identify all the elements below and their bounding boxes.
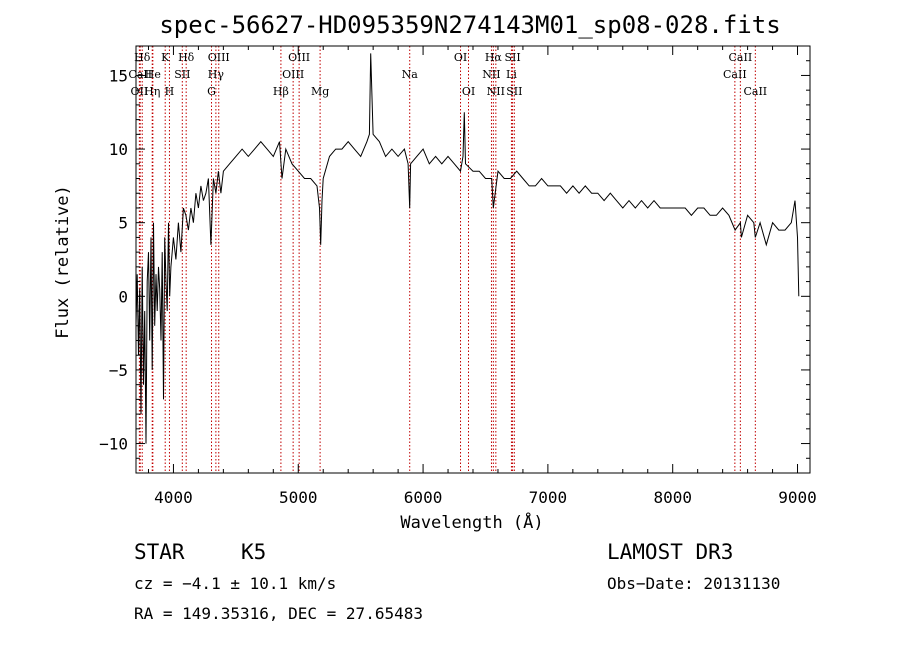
spectral-line-markers [138, 46, 756, 473]
line-label-24: SII [506, 85, 522, 98]
line-label-7: SII [174, 68, 190, 81]
line-label-11: G [207, 85, 216, 98]
x-axis-ticks: 4000 5000 6000 7000 8000 9000 [147, 46, 817, 507]
y-axis-label: Flux (relative) [53, 185, 73, 339]
spectral-line-labels: Hδ CaII OII He Hη K H SII Hδ OIII Hγ G Hβ OIII OIII Mg N… [128, 51, 767, 98]
line-label-4: Hη [144, 85, 160, 98]
line-label-13: OIII [282, 68, 304, 81]
plot-frame [135, 45, 811, 474]
line-label-5: K [161, 51, 170, 64]
chart-title: spec-56627-HD095359N274143M01_sp08-028.f… [159, 11, 780, 39]
object-class: STAR [134, 540, 185, 564]
x-tick-label: 7000 [529, 488, 568, 507]
line-label-3: He [145, 68, 161, 81]
y-tick-label: −10 [99, 435, 128, 454]
redshift-cz: cz = −4.1 ± 10.1 km/s [134, 574, 337, 593]
line-label-2: OII [131, 85, 149, 98]
line-label-12: Hβ [273, 85, 289, 98]
line-label-6: H [165, 85, 175, 98]
observation-date: Obs−Date: 20131130 [607, 574, 781, 593]
line-label-8: Hδ [178, 51, 195, 64]
y-tick-label: 10 [109, 140, 128, 159]
line-label-16: Na [402, 68, 419, 81]
line-label-10: Hγ [208, 68, 225, 81]
y-tick-label: 15 [109, 66, 128, 85]
line-label-19: Hα [485, 51, 503, 64]
y-tick-label: 5 [118, 214, 128, 233]
x-tick-label: 8000 [653, 488, 692, 507]
y-axis-ticks: −10 −5 0 5 10 15 [99, 60, 810, 459]
line-label-20: NII [482, 68, 500, 81]
coordinates: RA = 149.35316, DEC = 27.65483 [134, 604, 423, 623]
x-axis-label: Wavelength (Å) [400, 511, 543, 533]
y-tick-label: −5 [109, 361, 128, 380]
line-label-22: SII [504, 51, 520, 64]
line-label-27: CaII [743, 85, 767, 98]
line-label-26: CaII [729, 51, 753, 64]
x-tick-label: 6000 [404, 488, 443, 507]
line-label-17: OI [454, 51, 467, 64]
object-subclass: K5 [241, 540, 267, 564]
x-tick-label: 9000 [778, 488, 817, 507]
spectrum-line [135, 53, 800, 444]
x-tick-label: 4000 [154, 488, 193, 507]
line-label-18: OI [462, 85, 475, 98]
spectrum-chart: spec-56627-HD095359N274143M01_sp08-028.f… [53, 11, 817, 533]
x-tick-label: 5000 [279, 488, 318, 507]
line-label-14: OIII [288, 51, 310, 64]
line-label-0: Hδ [134, 51, 151, 64]
line-label-15: Mg [311, 85, 329, 98]
line-label-1: CaII [128, 68, 152, 81]
survey-name: LAMOST DR3 [607, 540, 734, 564]
line-label-23: Li [506, 68, 517, 81]
line-label-25: CaII [723, 68, 747, 81]
y-tick-label: 0 [118, 287, 128, 306]
line-label-21: NII [487, 85, 505, 98]
line-label-9: OIII [208, 51, 230, 64]
